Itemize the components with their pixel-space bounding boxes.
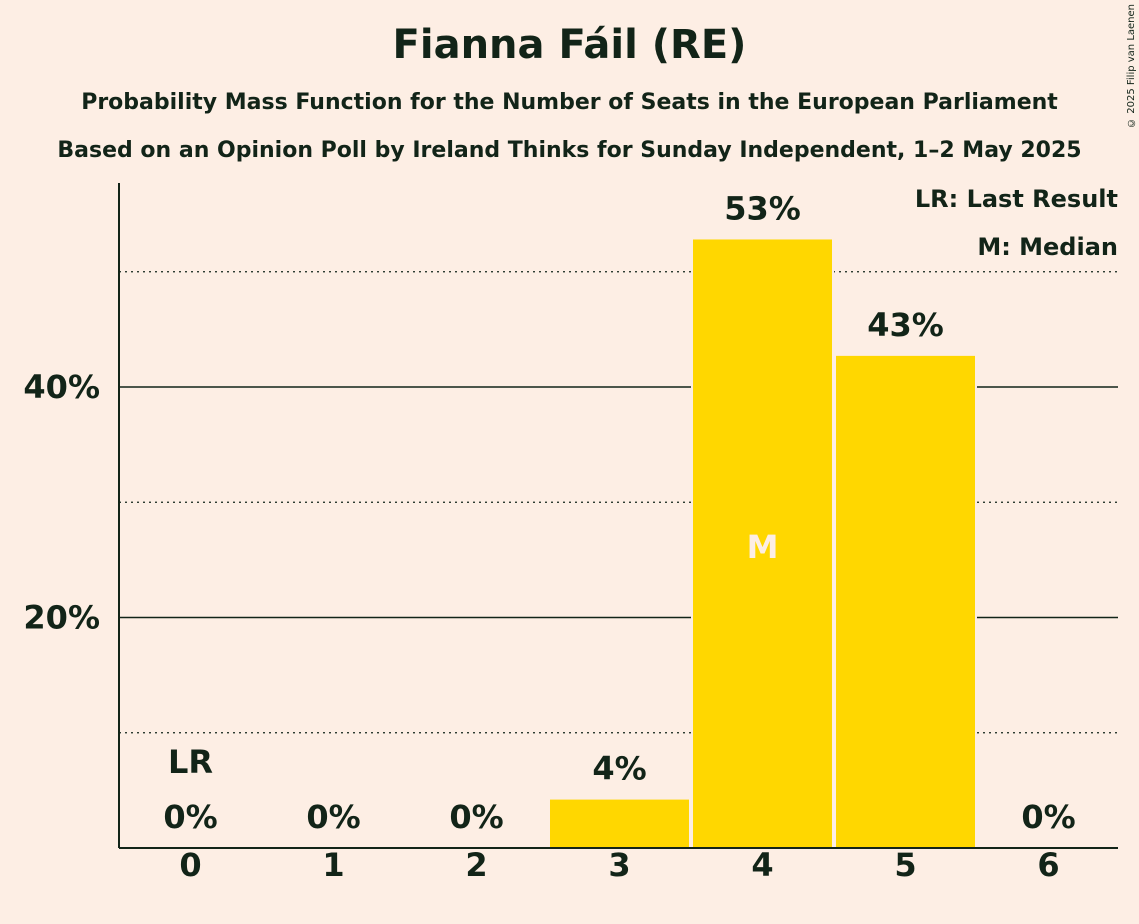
bar-value-label: 4% xyxy=(592,750,646,788)
bar-value-label: 0% xyxy=(1021,798,1075,836)
x-tick-label: 1 xyxy=(322,846,344,884)
bar-value-label: 43% xyxy=(867,306,944,344)
legend-last-result: LR: Last Result xyxy=(914,185,1118,213)
bar-value-label: 53% xyxy=(724,189,801,227)
x-tick-label: 2 xyxy=(465,846,487,884)
x-tick-label: 0 xyxy=(179,846,201,884)
y-tick-label: 20% xyxy=(23,598,100,636)
bar-value-label: 0% xyxy=(163,798,217,836)
x-tick-label: 6 xyxy=(1037,846,1059,884)
bar-value-label: 0% xyxy=(449,798,503,836)
legend-median: M: Median xyxy=(977,233,1118,261)
chart-subtitle-method: Probability Mass Function for the Number… xyxy=(81,90,1058,115)
bar xyxy=(836,355,975,848)
x-tick-label: 3 xyxy=(608,846,630,884)
last-result-marker: LR xyxy=(168,743,213,781)
median-marker: M xyxy=(747,528,779,566)
y-tick-label: 40% xyxy=(23,368,100,406)
chart-subtitle-source: Based on an Opinion Poll by Ireland Thin… xyxy=(57,138,1082,163)
bar xyxy=(693,239,832,848)
x-tick-label: 5 xyxy=(894,846,916,884)
chart-title: Fianna Fáil (RE) xyxy=(392,22,747,68)
x-tick-label: 4 xyxy=(751,846,773,884)
bar xyxy=(550,799,689,848)
bar-value-label: 0% xyxy=(306,798,360,836)
